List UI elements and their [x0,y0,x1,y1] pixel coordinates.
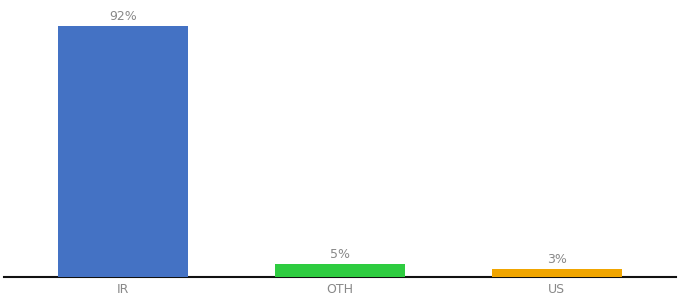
Bar [275,264,405,277]
Text: 92%: 92% [109,10,137,23]
Text: 3%: 3% [547,254,566,266]
Bar [58,26,188,277]
Text: 5%: 5% [330,248,350,261]
Bar [492,269,622,277]
